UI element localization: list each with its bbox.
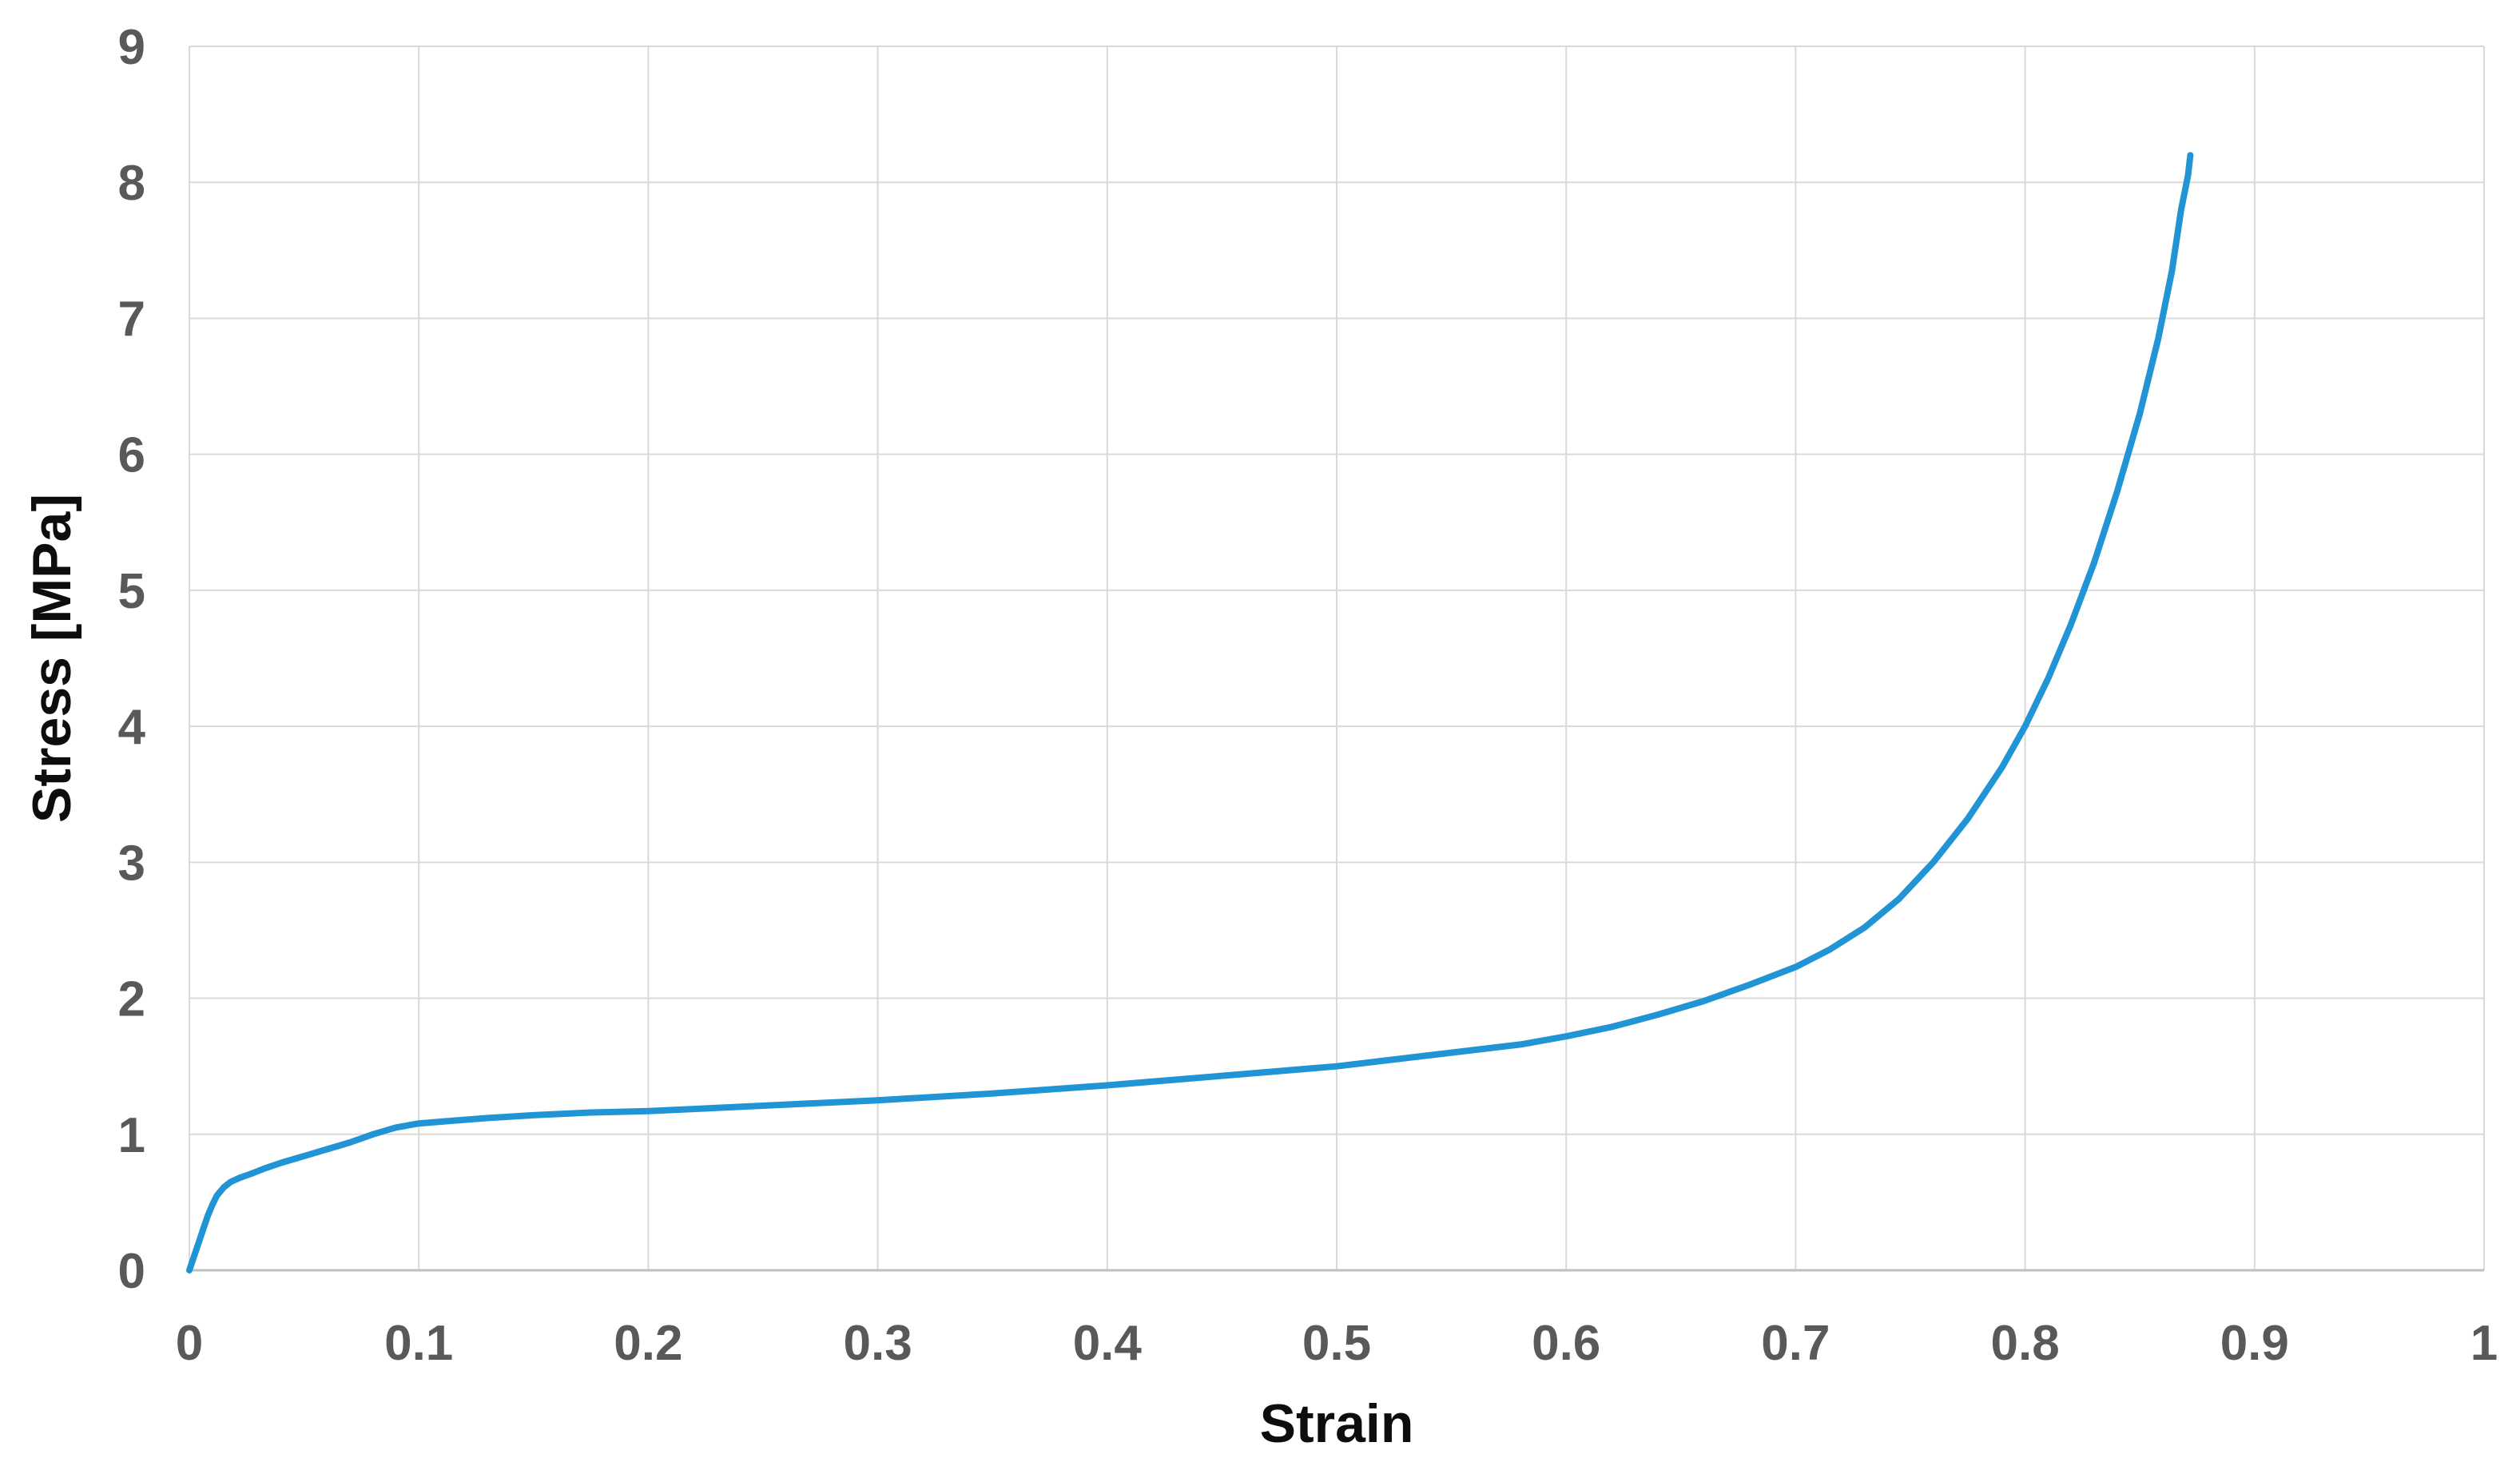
tick-labels: 0 0.1 0.2 0.3 0.4 0.5 0.6 0.7 0.8 0.9 1 0 1 2 3 4 5 6 7 8 9 xyxy=(118,20,2498,1371)
x-tick-label: 0.4 xyxy=(1073,1316,1143,1371)
y-tick-label: 9 xyxy=(118,20,145,75)
x-tick-label: 0.5 xyxy=(1302,1316,1371,1371)
y-tick-label: 6 xyxy=(118,428,145,483)
y-tick-label: 1 xyxy=(118,1108,145,1163)
x-tick-label: 0.7 xyxy=(1761,1316,1830,1371)
y-tick-label: 0 xyxy=(118,1244,145,1299)
series-layer xyxy=(186,152,2194,1273)
y-tick-label: 7 xyxy=(118,292,145,347)
gridlines xyxy=(189,46,2485,1270)
x-tick-label: 0 xyxy=(176,1316,203,1371)
x-tick-label: 0.3 xyxy=(843,1316,912,1371)
y-tick-label: 3 xyxy=(118,836,145,891)
x-tick-label: 1 xyxy=(2470,1316,2498,1371)
x-tick-label: 0.1 xyxy=(384,1316,453,1371)
y-tick-label: 5 xyxy=(118,564,145,619)
x-tick-label: 0.9 xyxy=(2220,1316,2289,1371)
y-tick-label: 2 xyxy=(118,972,145,1027)
series-line-stress-strain-curve xyxy=(186,152,2194,1273)
x-tick-label: 0.6 xyxy=(1532,1316,1600,1371)
x-tick-label: 0.2 xyxy=(614,1316,682,1371)
y-tick-label: 8 xyxy=(118,156,145,211)
y-tick-label: 4 xyxy=(118,700,146,755)
x-tick-label: 0.8 xyxy=(1990,1316,2059,1371)
y-axis-title: Stress [MPa] xyxy=(22,494,82,823)
x-axis-title: Strain xyxy=(1260,1393,1414,1454)
